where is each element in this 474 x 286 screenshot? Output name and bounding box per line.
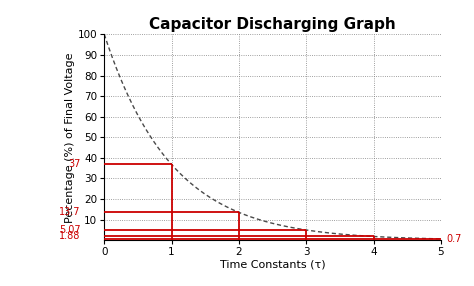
Title: Capacitor Discharging Graph: Capacitor Discharging Graph (149, 17, 396, 32)
Y-axis label: Pecentage (%) of Final Voltage: Pecentage (%) of Final Voltage (65, 52, 75, 223)
Text: 5.07: 5.07 (59, 225, 81, 235)
Text: 1.88: 1.88 (59, 231, 81, 241)
Text: 13.7: 13.7 (59, 207, 81, 217)
Text: 0.7: 0.7 (446, 234, 462, 244)
X-axis label: Time Constants (τ): Time Constants (τ) (220, 260, 325, 270)
Text: 37: 37 (68, 160, 81, 170)
